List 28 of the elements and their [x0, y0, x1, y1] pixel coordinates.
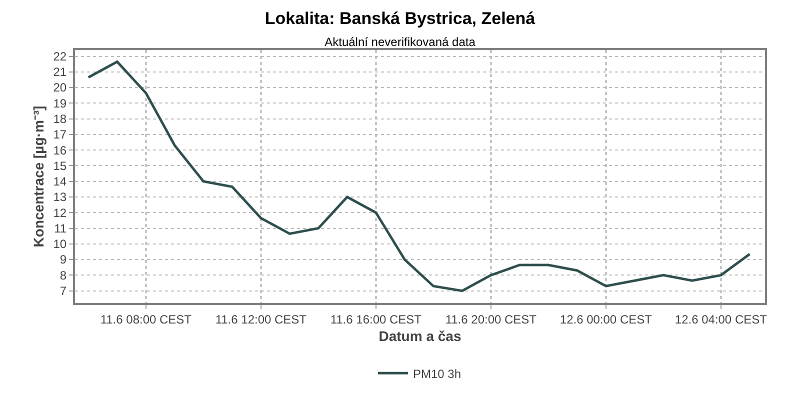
- y-tick-label: 7: [60, 284, 67, 298]
- y-tick-label: 19: [53, 96, 67, 110]
- y-tick-label: 21: [53, 65, 67, 80]
- y-tick-label: 15: [53, 158, 67, 173]
- x-tick-label: 12.6 04:00 CEST: [674, 312, 768, 326]
- y-tick-label: 12: [53, 206, 67, 220]
- y-tick-label: 13: [53, 190, 67, 204]
- y-tick-label: 18: [53, 112, 67, 126]
- chart-title: Lokalita: Banská Bystrica, Zelená: [264, 9, 536, 28]
- y-tick-label: 8: [60, 268, 67, 282]
- x-tick-label: 11.6 12:00 CEST: [215, 312, 308, 326]
- x-tick-label: 12.6 00:00 CEST: [560, 312, 653, 326]
- legend-label: PM10 3h: [413, 366, 462, 381]
- x-tick-label: 11.6 08:00 CEST: [100, 312, 192, 326]
- chart-subtitle: Aktuální neverifikovaná data: [324, 35, 476, 50]
- y-tick-label: 10: [53, 237, 67, 252]
- x-axis-title: Datum a čas: [378, 328, 462, 344]
- y-axis-title: Koncentrace [µg·m⁻³]: [30, 106, 46, 248]
- x-tick-label: 11.6 20:00 CEST: [445, 312, 538, 326]
- y-tick-label: 14: [53, 174, 67, 189]
- y-tick-label: 22: [53, 49, 67, 64]
- y-tick-label: 16: [53, 143, 67, 158]
- y-tick-label: 17: [53, 128, 67, 142]
- line-series: [87, 60, 751, 292]
- y-tick-label: 9: [60, 252, 67, 267]
- x-tick-label: 11.6 16:00 CEST: [330, 312, 422, 326]
- y-tick-label: 20: [53, 80, 67, 95]
- y-tick-label: 11: [54, 221, 67, 236]
